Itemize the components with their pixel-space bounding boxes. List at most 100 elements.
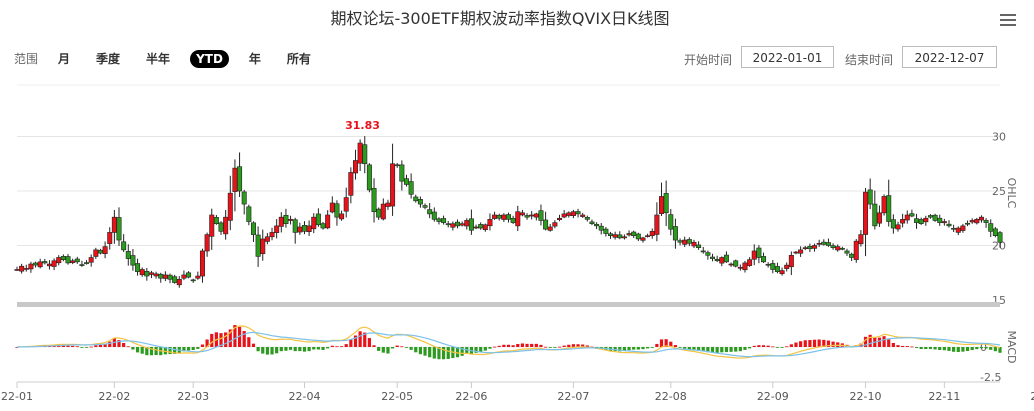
start-date-label: 开始时间 [684,53,733,67]
macd-histogram-bar [200,344,205,347]
macd-histogram-bar [414,347,418,353]
macd-histogram-bar [952,347,956,352]
range-button-all[interactable]: 所有 [286,52,311,66]
candle-down [927,215,933,218]
macd-histogram-bar [265,347,269,355]
candle-down [255,234,261,257]
macd-histogram-bar [196,347,200,349]
macd-histogram-bar [390,347,395,349]
start-date-input[interactable]: 2022-01-01 [741,46,834,68]
macd-histogram-bar [335,346,339,348]
candle-up [385,202,391,207]
macd-histogram-bar [914,347,919,348]
macd-histogram-bar [66,345,70,347]
candle-down [121,241,127,251]
candle-down [663,193,669,214]
range-button-ytd[interactable]: YTD [190,49,229,68]
candle-down [84,262,90,264]
candle-down [445,223,451,226]
macd-histogram-bar [710,347,715,353]
candle-up [802,247,808,249]
candle-down [376,208,382,218]
candle-up [557,217,563,220]
macd-histogram-bar [877,337,882,347]
macd-histogram-bar [131,347,135,350]
macd-histogram-bar [831,341,835,347]
macd-histogram-bar [135,347,140,353]
macd-histogram-bar [344,344,348,347]
x-tick-label: 22-12 [1030,390,1034,403]
macd-histogram-bar [497,345,501,347]
candle-up [325,214,331,229]
candle-up [274,225,280,233]
macd-histogram-bar [237,326,242,347]
macd-histogram-bar [94,345,98,347]
candle-down [714,258,720,262]
macd-histogram-bar [655,343,659,347]
range-button-quarter[interactable]: 季度 [96,52,121,66]
candle-down [598,225,604,231]
navigator-scrollbar [17,302,1000,307]
candle-up [343,197,349,212]
candle-down [584,217,590,220]
candle-down [756,247,762,258]
hamburger-menu-icon[interactable] [1000,14,1016,29]
macd-histogram-bar [455,347,460,358]
candle-up [297,226,303,233]
candle-down [33,262,39,266]
candle-down [408,181,414,195]
macd-histogram-bar [377,347,381,351]
macd-histogram-bar [339,346,344,348]
macd-histogram-bar [794,342,798,347]
x-tick-label: 22-02 [98,390,130,403]
candle-down [700,250,706,253]
macd-histogram-bar [757,345,761,347]
range-button-year[interactable]: 年 [248,52,261,66]
candle-up [900,219,906,224]
candle-down [524,215,530,218]
candle-down [283,214,289,224]
macd-histogram-bar [571,344,576,347]
candle-up [269,232,275,238]
macd-histogram-bar [163,347,167,355]
range-button-halfyear[interactable]: 半年 [146,52,171,66]
candle-down [668,214,674,230]
candle-down [417,199,423,205]
macd-histogram-bar [650,347,654,348]
candle-up [492,214,498,219]
candle-down [422,205,428,208]
candle-up [473,226,479,229]
candle-down [807,246,813,250]
range-button-month[interactable]: 月 [58,52,71,66]
candle-up [204,234,210,252]
macd-histogram-bar [182,347,186,352]
candle-down [79,264,85,266]
macd-histogram-bar [145,347,149,356]
macd-histogram-bar [993,347,997,352]
macd-histogram-bar [479,347,483,352]
candle-up [482,224,488,231]
macd-histogram-bar [502,344,506,347]
candle-up [978,216,984,221]
macd-histogram-bar [590,346,594,348]
candle-up [464,220,470,227]
macd-histogram-bar [316,347,320,350]
candle-up [357,142,363,164]
candle-up [751,250,757,260]
candle-up [533,213,539,218]
macd-histogram-bar [799,341,803,347]
macd-histogram-bar [933,347,937,350]
macd-histogram-bar [418,347,423,355]
macd-histogram-bar [474,347,478,353]
macd-histogram-bar [817,339,821,347]
macd-histogram-bar [924,347,928,350]
candle-down [617,234,623,239]
candle-up [14,269,20,271]
candle-down [918,219,924,224]
macd-histogram-bar [205,339,209,347]
macd-histogram-bar [251,343,256,347]
candle-down [872,203,878,227]
macd-histogram-bar [720,347,724,353]
end-date-input[interactable]: 2022-12-07 [902,46,997,68]
macd-histogram-bar [780,347,784,348]
